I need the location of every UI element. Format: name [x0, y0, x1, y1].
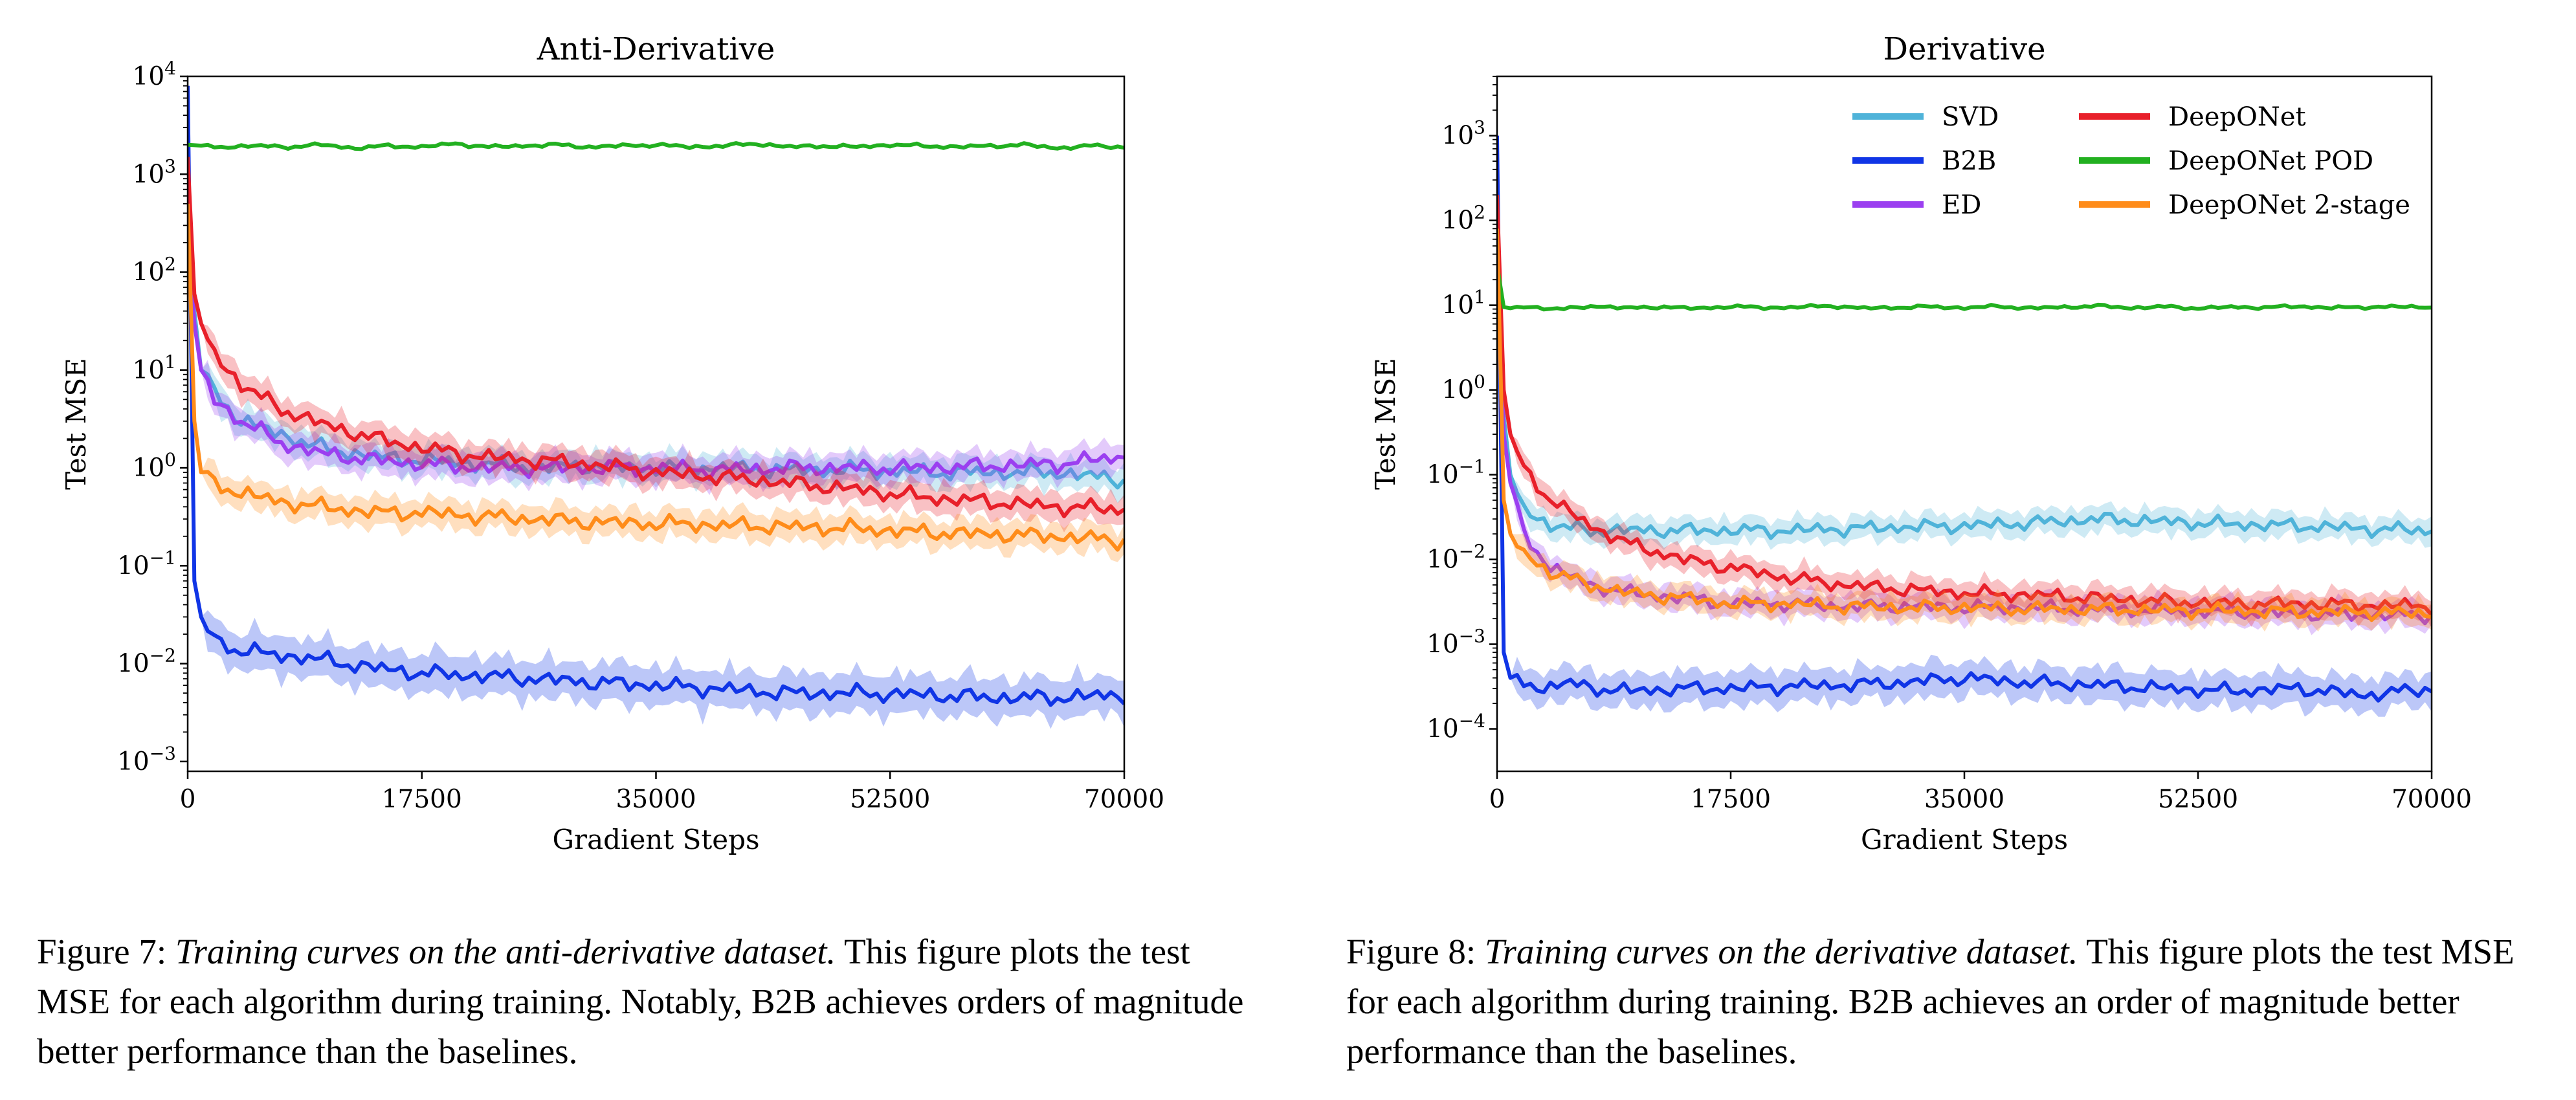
band-ed — [1497, 220, 2432, 635]
chart-derivative: 0 17500 35000 52500 70000 10−4 10−3 10−2 10−1 100… — [1370, 31, 2472, 855]
band-deeponet — [1497, 195, 2432, 628]
legend-label: DeepONet 2-stage — [2168, 190, 2410, 220]
caption-label: Figure 7: — [37, 932, 167, 971]
caption-label: Figure 8: — [1346, 932, 1476, 971]
legend-label: SVD — [1942, 102, 1999, 132]
y-tick-label: 102 — [1442, 202, 1485, 236]
y-tick-label: 10−2 — [1427, 541, 1485, 575]
caption-figure-7: Figure 7: Training curves on the anti-de… — [37, 927, 1254, 1076]
plot-area — [1497, 135, 2432, 717]
y-axis-label: Test MSE — [60, 358, 92, 490]
series-line-svd — [1497, 220, 2432, 540]
x-tick-label: 17500 — [1691, 785, 1771, 814]
legend-label: DeepONet POD — [2168, 146, 2373, 176]
y-tick-label: 103 — [133, 155, 176, 189]
y-tick-label: 10−1 — [1427, 456, 1485, 490]
series-line-b2b — [188, 85, 1124, 707]
caption-body: This figure plots the test MSE for each … — [37, 932, 1244, 1071]
legend-label: DeepONet — [2168, 102, 2306, 132]
x-tick-label: 70000 — [2392, 785, 2472, 814]
series-line-b2b — [1497, 135, 2432, 703]
y-tick-label: 101 — [133, 351, 176, 385]
x-axis-label: Gradient Steps — [552, 824, 759, 855]
y-tick-label: 100 — [1442, 371, 1485, 405]
caption-body: This figure plots the test MSE for each … — [1346, 932, 2515, 1071]
band-deeponet — [188, 157, 1124, 533]
y-tick-label: 10−3 — [117, 743, 176, 776]
series-line-deeponet — [1497, 195, 2432, 617]
legend-label: B2B — [1942, 146, 1996, 176]
x-tick-label: 52500 — [2158, 785, 2238, 814]
x-tick-label: 35000 — [1924, 785, 2004, 814]
legend-label: ED — [1942, 190, 1981, 220]
y-tick-label: 10−1 — [117, 547, 176, 580]
x-tick-label: 0 — [180, 785, 196, 814]
y-tick-label: 103 — [1442, 117, 1485, 151]
series-line-deeponet-2-stage — [188, 203, 1124, 552]
caption-title: Training curves on the derivative datase… — [1484, 932, 2078, 971]
y-axis-label: Test MSE — [1370, 358, 1401, 490]
x-axis-label: Gradient Steps — [1861, 824, 2068, 855]
series-line-ed — [1497, 220, 2432, 626]
y-tick-label: 102 — [133, 254, 176, 287]
y-tick-label: 10−3 — [1427, 626, 1485, 659]
band-ed — [188, 225, 1124, 496]
legend: SVD B2B ED DeepONet DeepONet POD DeepONet 2-s… — [1852, 102, 2410, 220]
caption-title: Training curves on the anti-derivative d… — [175, 932, 836, 971]
caption-figure-8: Figure 8: Training curves on the derivat… — [1346, 927, 2563, 1076]
x-tick-label: 17500 — [382, 785, 462, 814]
series-line-svd — [188, 225, 1124, 490]
series-line-deeponet-pod — [188, 141, 1124, 151]
series-line-deeponet — [188, 157, 1124, 518]
y-tick-label: 10−4 — [1427, 710, 1485, 744]
chart-anti-derivative: 0 17500 35000 52500 70000 10−3 10−2 10−1 100 101 1… — [60, 31, 1164, 855]
x-tick-label: 0 — [1489, 785, 1505, 814]
x-tick-label: 70000 — [1084, 785, 1164, 814]
band-b2b — [1497, 135, 2432, 717]
y-tick-label: 101 — [1442, 287, 1485, 320]
x-tick-label: 52500 — [850, 785, 930, 814]
chart-title: Derivative — [1883, 31, 2045, 67]
series-line-deeponet-pod — [1497, 264, 2432, 312]
band-svd — [1497, 220, 2432, 550]
band-b2b — [188, 85, 1124, 729]
band-deeponet-2-stage — [188, 203, 1124, 562]
series-line-deeponet-2-stage — [1497, 228, 2432, 622]
y-tick-label: 104 — [133, 58, 176, 91]
y-tick-label: 100 — [133, 449, 176, 483]
series-line-ed — [188, 225, 1124, 481]
y-tick-label: 10−2 — [117, 645, 176, 679]
plot-area — [188, 85, 1124, 729]
x-tick-label: 35000 — [616, 785, 696, 814]
band-deeponet-2-stage — [1497, 228, 2432, 632]
chart-title: Anti-Derivative — [537, 31, 775, 67]
